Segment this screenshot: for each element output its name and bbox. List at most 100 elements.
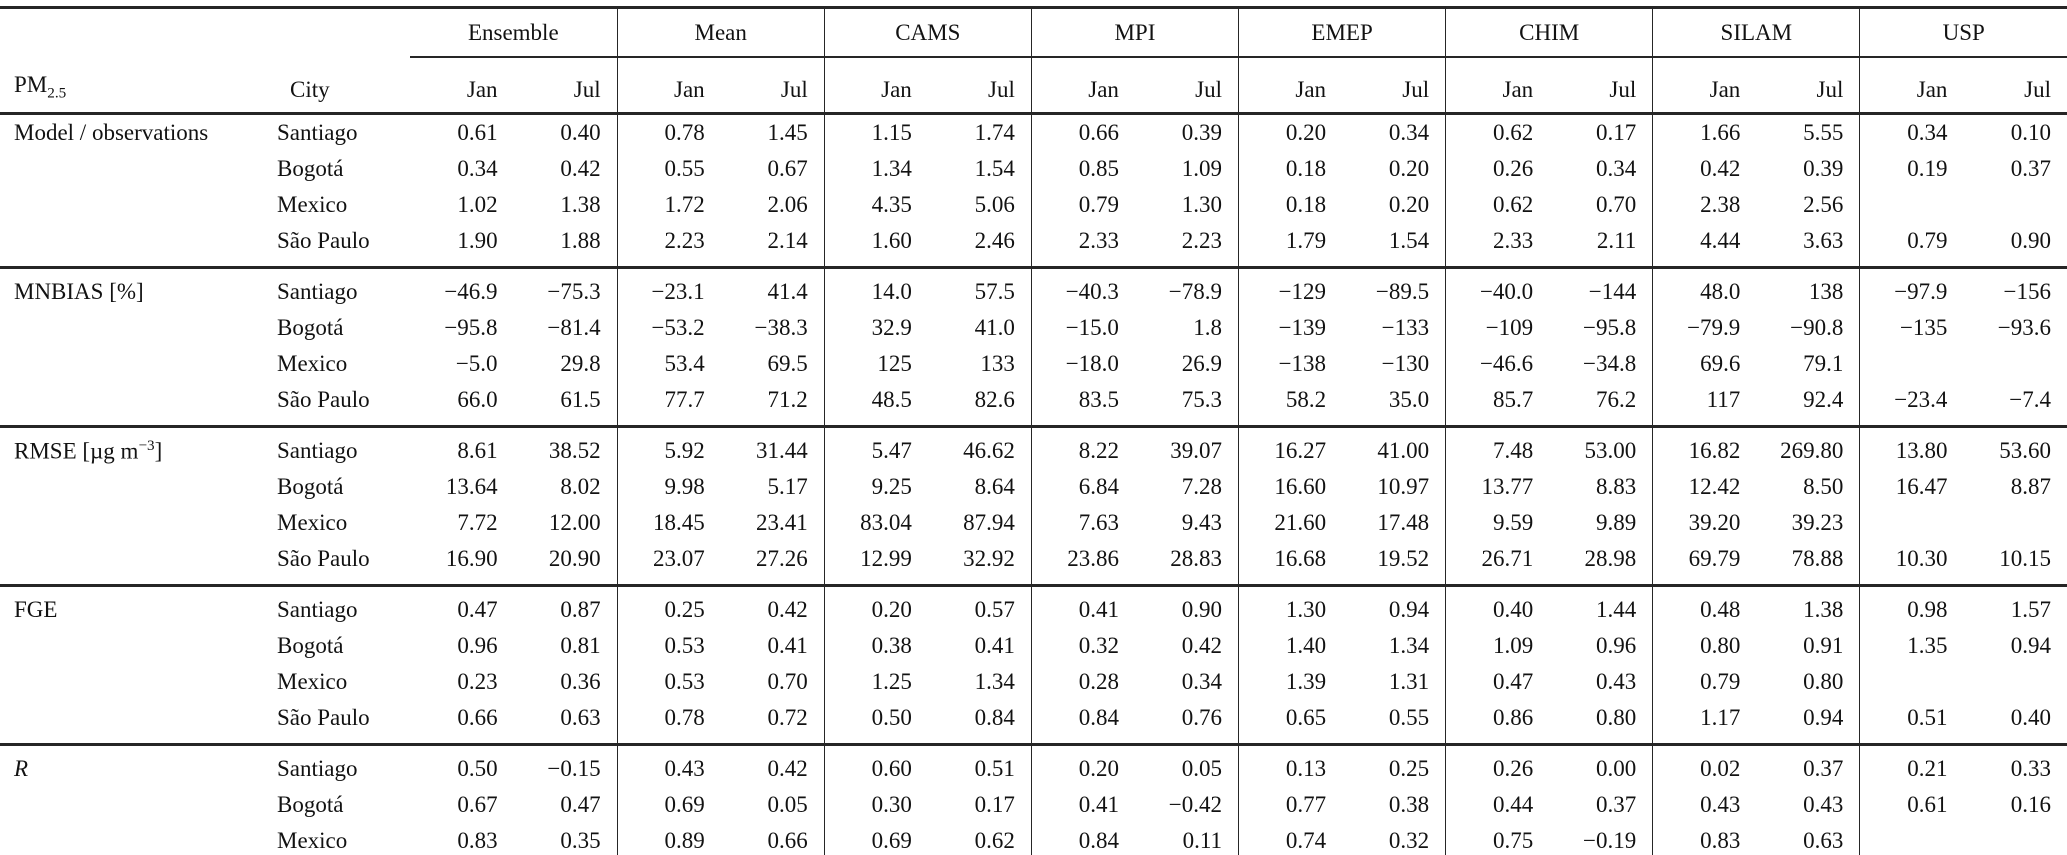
- metric-label: [0, 382, 276, 427]
- group-header-chim: CHIM: [1445, 7, 1653, 58]
- value-cell: 0.50: [410, 743, 514, 787]
- metric-label: [0, 541, 276, 586]
- value-cell: 8.64: [974, 474, 1015, 499]
- value-cell: 69.6: [1652, 346, 1757, 382]
- value-cell: 16.90: [445, 546, 498, 571]
- value-cell: 8.02: [560, 474, 601, 499]
- value-cell: 92.4: [1803, 387, 1844, 412]
- value-cell: 83.04: [823, 505, 928, 541]
- value-cell: 0.98: [1859, 584, 1964, 628]
- value-cell: 27.26: [756, 546, 808, 571]
- metric-label: MNBIAS [%]: [0, 266, 276, 310]
- value-cell: 1.02: [457, 192, 498, 217]
- value-cell: 2.33: [1030, 223, 1135, 268]
- value-cell: 9.98: [616, 469, 721, 505]
- value-cell: 0.33: [1963, 743, 2067, 787]
- value-cell: 0.44: [1445, 787, 1550, 823]
- value-cell: 41.0: [974, 315, 1015, 340]
- value-cell: 26.71: [1445, 541, 1550, 586]
- value-cell: 0.47: [1445, 664, 1550, 700]
- value-cell: 3.63: [1803, 228, 1844, 253]
- value-cell: 0.72: [767, 705, 808, 730]
- value-cell: 39.23: [1791, 510, 1844, 535]
- value-cell: 0.84: [1030, 700, 1135, 745]
- value-cell: 0.43: [616, 743, 721, 787]
- value-cell: 0.42: [1181, 633, 1222, 658]
- value-cell: 0.84: [974, 705, 1015, 730]
- value-cell: 0.61: [457, 120, 498, 145]
- value-cell: 0.20: [1238, 113, 1343, 151]
- value-cell: 7.63: [1030, 505, 1135, 541]
- value-cell: 0.18: [1238, 151, 1343, 187]
- value-cell: 1.45: [767, 120, 808, 145]
- value-cell: 0.66: [767, 828, 808, 853]
- value-cell: 1.40: [1238, 628, 1343, 664]
- value-cell: 2.33: [1445, 223, 1550, 268]
- pm-subscript: 2.5: [47, 85, 67, 102]
- value-cell: 39.20: [1652, 505, 1757, 541]
- month-header-cams-jan: Jan: [823, 57, 928, 115]
- table-row: Bogotá 0.96 0.81 0.53 0.41 0.38 0.41 0.32 0.42 1.…: [0, 628, 2067, 664]
- value-cell: 32.9: [823, 310, 928, 346]
- value-cell: 0.80: [1596, 705, 1637, 730]
- value-cell: [1859, 187, 1964, 223]
- value-cell: 0.30: [823, 787, 928, 823]
- value-cell: 53.4: [616, 346, 721, 382]
- value-cell: 0.85: [1030, 151, 1135, 187]
- value-cell: 0.20: [823, 584, 928, 628]
- value-cell: 0.91: [1803, 633, 1844, 658]
- value-cell: 2.06: [767, 192, 808, 217]
- group-header-usp: USP: [1859, 7, 2067, 58]
- value-cell: 17.48: [1377, 510, 1430, 535]
- value-cell: 0.80: [1803, 669, 1844, 694]
- value-cell: 1.39: [1238, 664, 1343, 700]
- value-cell: 0.55: [1388, 705, 1430, 730]
- value-cell: 0.34: [1596, 156, 1637, 181]
- month-header-row: PM2.5 City Jan Jul Jan Jul Jan Jul Jan Jul Jan Ju…: [0, 57, 2067, 115]
- value-cell: 1.15: [823, 113, 928, 151]
- value-cell: 0.61: [1859, 787, 1964, 823]
- value-cell: 0.20: [1030, 743, 1135, 787]
- value-cell: 0.41: [1030, 584, 1135, 628]
- metric-label: R: [0, 743, 276, 787]
- metric-label: [0, 664, 276, 700]
- value-cell: 8.83: [1596, 474, 1637, 499]
- month-header-emep-jul: Jul: [1342, 57, 1446, 115]
- month-header-emep-jan: Jan: [1238, 57, 1343, 115]
- month-header-mpi-jul: Jul: [1134, 57, 1239, 115]
- value-cell: 5.92: [616, 425, 721, 469]
- value-cell: 7.48: [1445, 425, 1550, 469]
- value-cell: 61.5: [560, 387, 601, 412]
- value-cell: 0.94: [1342, 584, 1446, 628]
- value-cell: −78.9: [1134, 266, 1239, 310]
- value-cell: 0.17: [974, 792, 1015, 817]
- value-cell: 26.9: [1181, 351, 1222, 376]
- city-cell: Bogotá: [277, 315, 344, 340]
- value-cell: −40.0: [1445, 266, 1550, 310]
- group-header-silam: SILAM: [1652, 7, 1860, 58]
- table-row: Mexico 7.72 12.00 18.45 23.41 83.04 87.94 7.63 9…: [0, 505, 2067, 541]
- value-cell: 0.86: [1445, 700, 1550, 745]
- value-cell: 1.34: [1388, 633, 1430, 658]
- value-cell: 20.90: [548, 546, 601, 571]
- value-cell: 0.51: [1859, 700, 1964, 745]
- metric-label: FGE: [0, 584, 276, 628]
- value-cell: 138: [1756, 266, 1860, 310]
- city-cell: Santiago: [276, 266, 410, 310]
- value-cell: 66.0: [457, 387, 498, 412]
- value-cell: 0.62: [1445, 113, 1550, 151]
- value-cell: 0.94: [2010, 633, 2051, 658]
- value-cell: 0.05: [1134, 743, 1239, 787]
- value-cell: 1.57: [1963, 584, 2067, 628]
- value-cell: 1.74: [974, 120, 1015, 145]
- city-cell: Santiago: [276, 584, 410, 628]
- value-cell: 29.8: [560, 351, 601, 376]
- value-cell: 0.39: [1803, 156, 1844, 181]
- group-header-cams: CAMS: [823, 7, 1032, 58]
- value-cell: 0.37: [1596, 792, 1637, 817]
- value-cell: 0.57: [927, 584, 1032, 628]
- value-cell: 69.5: [767, 351, 808, 376]
- value-cell: −38.3: [754, 315, 808, 340]
- value-cell: 0.90: [2010, 228, 2051, 253]
- group-header-ensemble: Ensemble: [410, 7, 618, 58]
